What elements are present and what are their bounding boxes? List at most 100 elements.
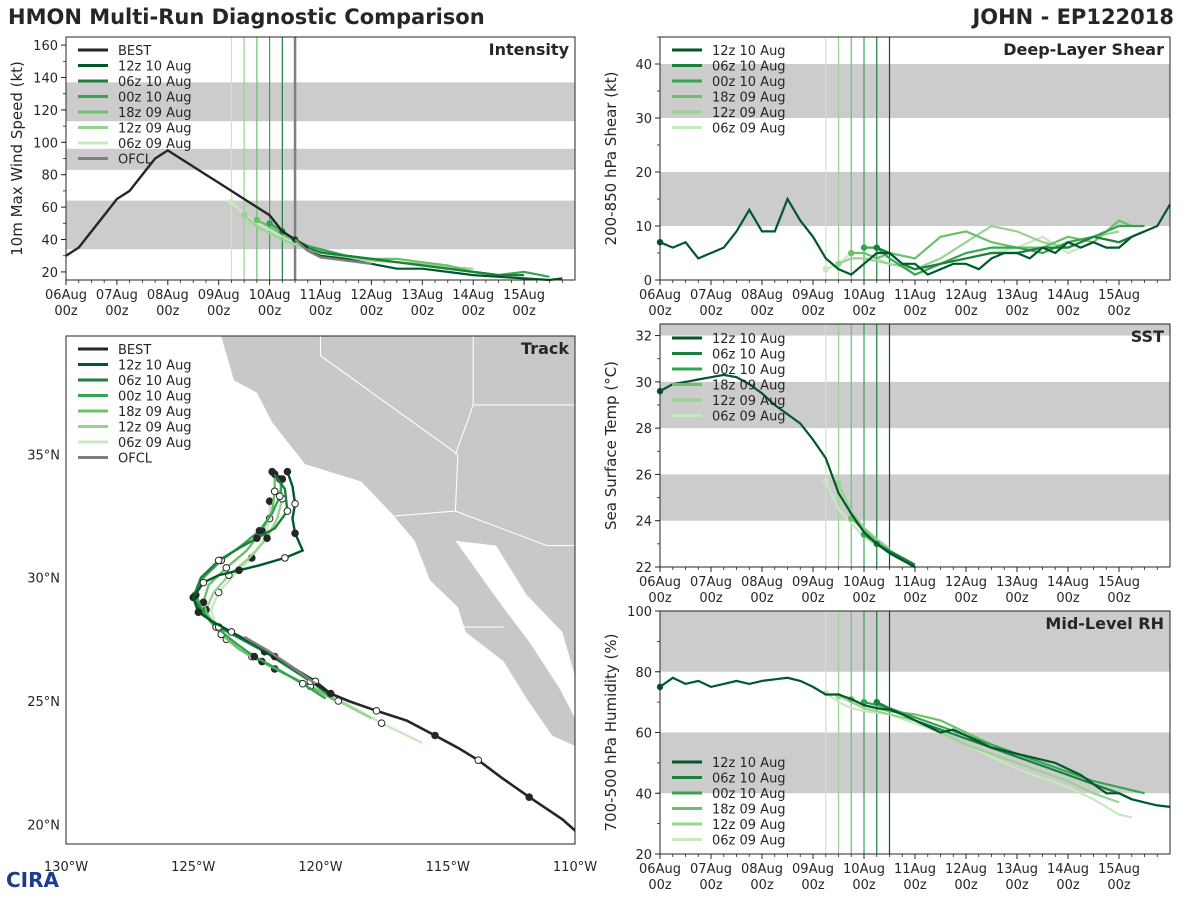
track-position-marker [291,499,299,508]
x-tick-label: 10Aug [843,862,885,877]
x-tick-label: 13Aug [996,862,1038,877]
x-tick-label: 00z [801,304,825,319]
threshold-band [660,64,1170,118]
series-start-marker [253,216,261,224]
x-tick-label: 00z [1056,591,1080,606]
best-track-line [65,148,309,257]
legend-label: 18z 09 Aug [118,106,192,121]
legend-label: 12z 10 Aug [712,332,786,347]
y-tick-label: 20 [635,166,652,181]
x-tick-label: 09Aug [792,575,834,590]
legend-label: 06z 10 Aug [118,374,192,389]
x-tick-label: 00z [462,304,486,319]
storm-id-title: JOHN - EP122018 [972,5,1174,29]
x-tick-label: 10Aug [843,575,885,590]
x-tick-label: 00z [903,878,927,893]
y-tick-label: 100 [33,136,58,151]
x-tick-label: 00z [648,304,672,319]
series-line [838,695,1120,804]
y-tick-label: 32 [635,330,652,345]
best-position-marker [587,841,594,848]
track-position-marker [253,534,261,543]
x-tick-label: 14Aug [1047,575,1089,590]
x-tick-label: 07Aug [690,862,732,877]
legend-label: 00z 10 Aug [118,91,192,106]
x-tick-label: 10Aug [843,288,885,303]
x-tick-label: 00z [750,878,774,893]
lat-tick-label: 20°N [27,818,60,833]
y-tick-label: 26 [635,468,652,483]
panel-rh: 2040608010006Aug00z07Aug00z08Aug00z09Aug… [602,605,1171,893]
legend-label: 12z 09 Aug [712,106,786,121]
x-tick-label: 00z [750,304,774,319]
x-tick-label: 14Aug [452,288,494,303]
x-tick-label: 06Aug [639,862,681,877]
x-tick-label: 14Aug [1047,862,1089,877]
legend-label: 06z 09 Aug [712,834,786,849]
x-tick-label: 00z [699,591,723,606]
y-tick-label: 80 [635,666,652,681]
x-tick-label: 00z [360,304,384,319]
track-position-marker [275,492,284,501]
y-tick-label: 0 [644,274,652,289]
x-tick-label: 00z [954,878,978,893]
y-axis-label: 700-500 hPa Humidity (%) [602,633,620,831]
series-start-marker [228,199,235,206]
x-tick-label: 12Aug [350,288,392,303]
series-line [837,483,891,550]
x-tick-label: 00z [852,304,876,319]
threshold-band [660,324,1170,336]
y-tick-label: 20 [635,848,652,863]
x-tick-label: 00z [1005,591,1029,606]
y-tick-label: 30 [635,376,652,391]
x-tick-label: 00z [156,304,180,319]
x-tick-label: 06Aug [639,288,681,303]
series-start-marker [860,244,868,251]
threshold-band [66,82,575,122]
legend-label: 00z 10 Aug [118,390,192,405]
series-line [824,480,878,548]
track-position-marker [250,652,259,661]
threshold-band [66,200,575,250]
x-tick-label: 15Aug [1098,862,1140,877]
track-position-marker [199,578,208,587]
track-position-marker [377,719,386,727]
y-axis-label: 200-850 hPa Shear (kt) [602,72,620,246]
y-tick-label: 40 [635,787,652,802]
y-tick-label: 22 [635,561,652,576]
legend-label: OFCL [118,153,153,168]
track-position-marker [283,467,292,476]
x-tick-label: 00z [750,591,774,606]
panel-title: Mid-Level RH [1045,614,1164,633]
track-position-marker [222,564,231,572]
lon-tick-label: 120°W [298,860,342,875]
ofcl-line [294,238,372,265]
lat-tick-label: 35°N [27,448,60,463]
threshold-band [660,172,1170,226]
x-tick-label: 11Aug [894,575,936,590]
track-position-marker [194,608,203,616]
x-tick-label: 00z [1005,304,1029,319]
threshold-band [660,474,1170,521]
panel-title: SST [1131,327,1164,346]
threshold-band [660,732,1170,794]
series-start-marker [835,260,842,267]
x-tick-label: 06Aug [45,288,87,303]
track-position-marker [268,467,276,476]
y-tick-label: 28 [635,422,652,437]
track-position-marker [291,529,299,538]
series-line [294,238,563,282]
x-tick-label: 00z [1056,304,1080,319]
x-tick-label: 12Aug [945,862,987,877]
legend-label: BEST [118,343,151,358]
track-position-marker [283,507,292,515]
border-line [394,510,575,547]
x-tick-label: 11Aug [894,862,936,877]
y-tick-label: 120 [33,104,58,119]
y-tick-label: 160 [33,39,58,54]
x-tick-label: 15Aug [1098,288,1140,303]
series-line [659,676,1171,808]
x-tick-label: 00z [903,591,927,606]
series-start-marker [240,212,248,219]
lon-tick-label: 125°W [171,860,215,875]
